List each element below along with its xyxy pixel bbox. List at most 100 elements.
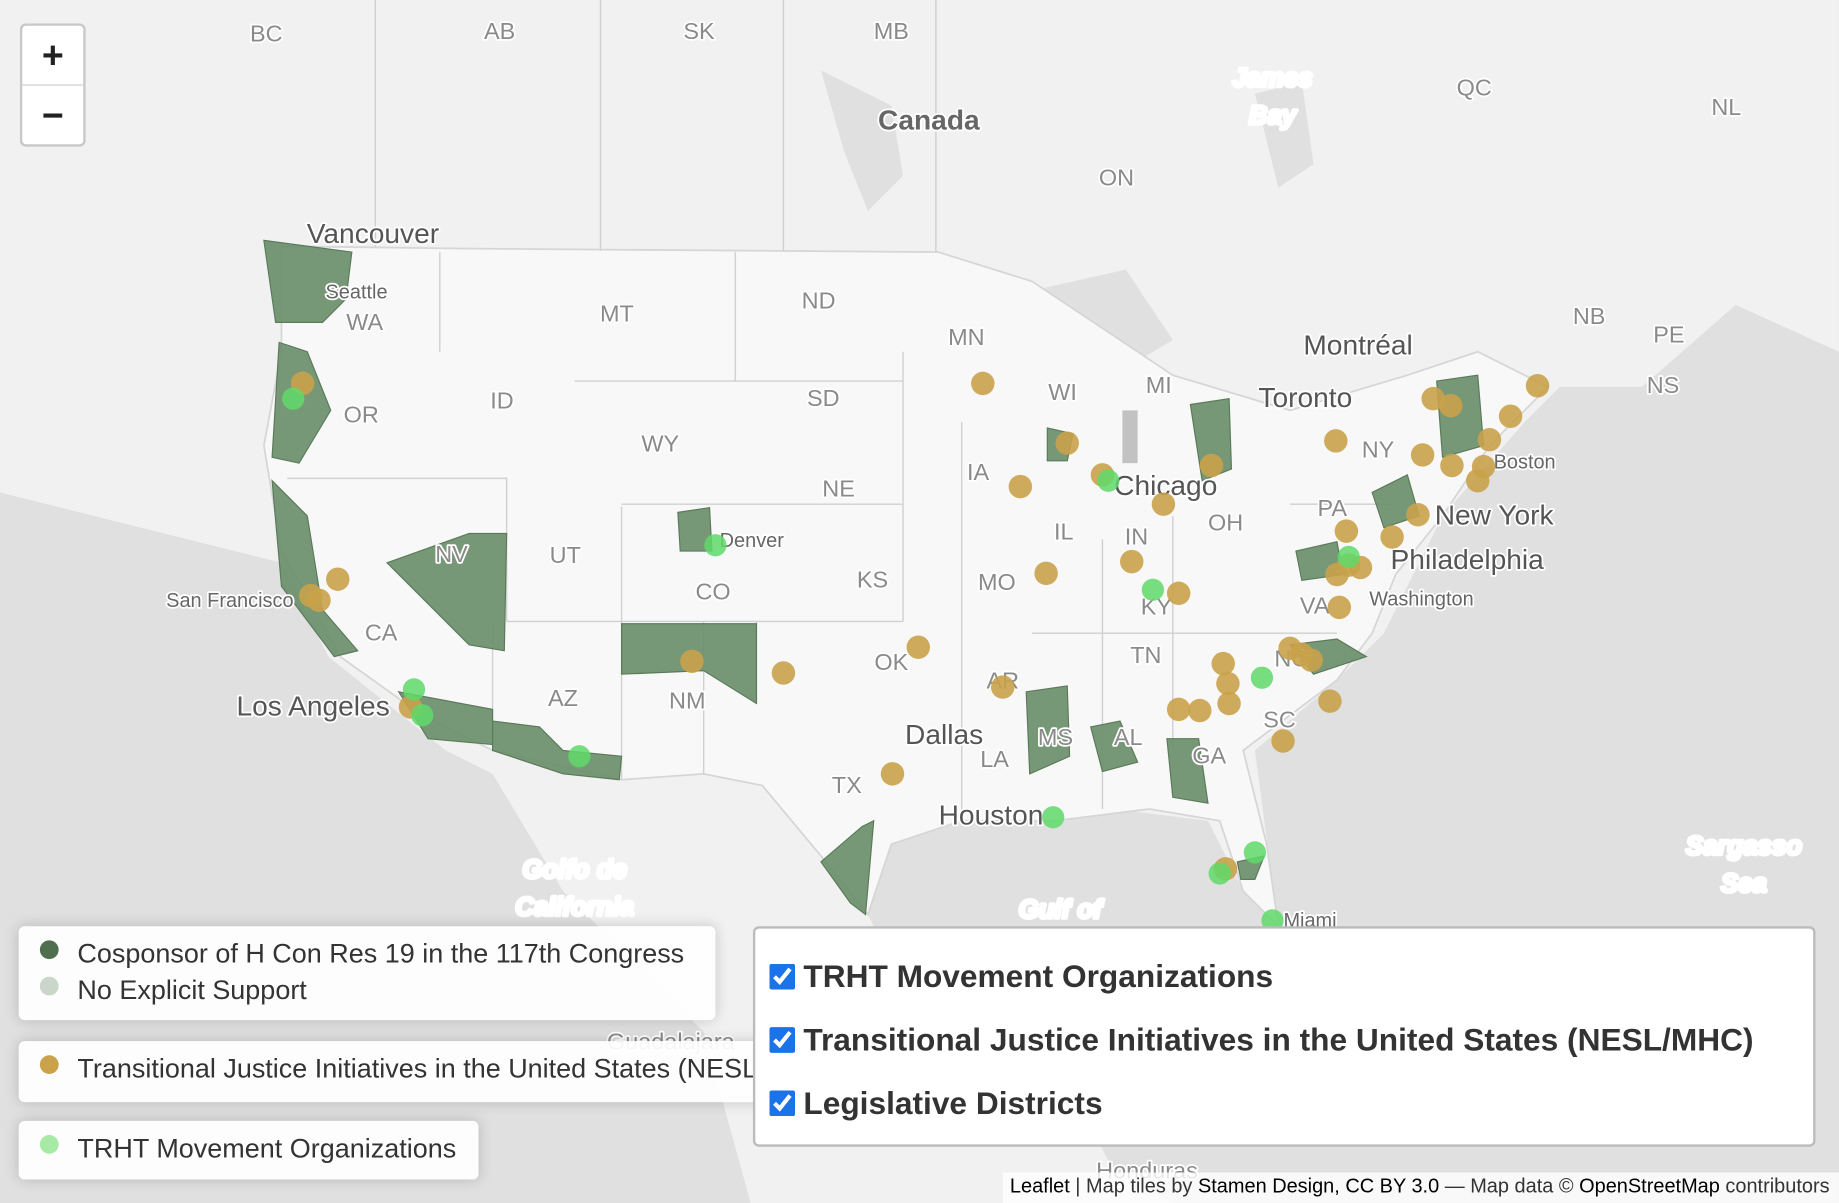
trht-marker	[1337, 545, 1360, 569]
trht-marker	[1208, 862, 1231, 885]
initiative-marker	[880, 762, 905, 786]
initiative-marker	[1199, 453, 1224, 478]
attribution-link[interactable]: Stamen Design, CC BY 3.0	[1197, 1174, 1440, 1198]
trht-marker	[1243, 841, 1267, 864]
initiative-marker	[1410, 443, 1435, 467]
place-label: MB	[874, 18, 909, 44]
place-label: Gulf of	[1019, 896, 1104, 924]
place-label: San Francisco	[166, 590, 293, 612]
trht-marker	[1261, 909, 1284, 932]
layer-label: Transitional Justice Initiatives in the …	[803, 1021, 1754, 1058]
initiative-marker	[1406, 503, 1430, 527]
zoom-out[interactable]: −	[22, 84, 84, 144]
initiative-marker	[1325, 562, 1349, 587]
place-label: BC	[250, 20, 283, 46]
initiative-marker	[1188, 698, 1212, 723]
layer-checkbox[interactable]	[769, 1090, 796, 1117]
place-label: UT	[550, 542, 581, 568]
place-label: MT	[600, 301, 634, 327]
place-label: New York	[1435, 500, 1555, 531]
initiative-marker	[1439, 393, 1463, 418]
place-label: OR	[344, 401, 379, 427]
place-label: NL	[1711, 94, 1741, 120]
trht-marker	[568, 745, 591, 768]
district	[385, 532, 508, 652]
place-label: Golfo de	[522, 856, 627, 884]
zoom-control: + −	[19, 23, 86, 147]
place-label: AZ	[548, 685, 578, 711]
place-label: VA	[1300, 593, 1330, 619]
initiative-marker	[971, 371, 995, 396]
place-label: AB	[484, 18, 515, 44]
legend-swatch	[39, 1054, 59, 1074]
place-label: GA	[1192, 743, 1226, 769]
attribution-text: — Map data ©	[1439, 1174, 1580, 1198]
zoom-in[interactable]: +	[41, 34, 64, 77]
initiative-marker	[1334, 519, 1359, 543]
place-label: Boston	[1494, 451, 1556, 473]
place-label: OH	[1208, 509, 1243, 535]
place-label: ON	[1099, 165, 1134, 191]
place-label: Denver	[720, 530, 785, 552]
initiative-marker	[991, 675, 1015, 699]
layer-option[interactable]: Legislative Districts	[767, 1072, 1801, 1135]
initiative-marker	[1034, 561, 1058, 586]
place-label: NS	[1647, 372, 1680, 398]
place-label: NV	[435, 541, 468, 567]
attribution-link[interactable]: Leaflet	[1009, 1174, 1070, 1198]
legend-trht: TRHT Movement Organizations	[18, 1120, 479, 1180]
trht-marker	[282, 387, 305, 410]
trht-marker	[1250, 666, 1274, 689]
initiative-marker	[1151, 492, 1176, 516]
place-label: PE	[1653, 322, 1684, 348]
district	[1436, 374, 1485, 459]
district	[1089, 720, 1139, 773]
initiative-marker	[1477, 427, 1502, 452]
place-label: CA	[365, 620, 398, 646]
place-label: WA	[346, 309, 383, 335]
legend-label: Transitional Justice Initiatives in the …	[77, 1052, 793, 1084]
layer-label: Legislative Districts	[803, 1085, 1103, 1121]
trht-marker	[411, 704, 434, 727]
legend-label: No Explicit Support	[77, 974, 307, 1005]
place-label: MO	[978, 569, 1016, 595]
trht-marker	[1042, 806, 1065, 829]
layer-checkbox[interactable]	[769, 1027, 796, 1053]
layer-checkbox[interactable]	[769, 963, 796, 990]
initiative-marker	[1211, 651, 1235, 676]
district	[271, 479, 359, 658]
initiative-marker	[1525, 374, 1550, 398]
layer-option[interactable]: Transitional Justice Initiatives in the …	[767, 1008, 1801, 1071]
trht-marker	[1097, 469, 1120, 492]
place-label: ID	[490, 387, 513, 413]
trht-marker	[402, 678, 426, 701]
place-label: NM	[669, 688, 705, 714]
initiative-marker	[1271, 729, 1295, 753]
initiative-marker	[1166, 697, 1191, 722]
place-label: SD	[807, 385, 840, 411]
legend-initiatives: Transitional Justice Initiatives in the …	[18, 1041, 793, 1103]
place-label: NY	[1362, 437, 1395, 463]
place-label: Canada	[878, 104, 980, 135]
legend-label: TRHT Movement Organizations	[77, 1132, 457, 1164]
legend-label: Cosponsor of H Con Res 19 in the 117th C…	[77, 938, 685, 969]
initiative-marker	[1318, 689, 1342, 713]
layer-label: TRHT Movement Organizations	[803, 958, 1274, 994]
initiative-marker	[906, 635, 931, 659]
initiative-marker	[1120, 549, 1144, 574]
place-label: LA	[980, 746, 1009, 772]
district	[1166, 738, 1209, 804]
place-label: QC	[1457, 74, 1492, 100]
place-label: NE	[822, 475, 855, 501]
place-label: PA	[1318, 495, 1348, 521]
initiative-marker	[1465, 469, 1490, 493]
legend-item: TRHT Movement Organizations	[33, 1130, 462, 1166]
attribution-link[interactable]: OpenStreetMap	[1579, 1174, 1720, 1198]
place-label: Vancouver	[307, 218, 439, 249]
place-label: MN	[948, 324, 984, 350]
place-label: WY	[641, 431, 679, 457]
layer-option[interactable]: TRHT Movement Organizations	[767, 945, 1801, 1008]
legend-districts: Cosponsor of H Con Res 19 in the 117th C…	[18, 926, 716, 1021]
district	[820, 819, 875, 916]
